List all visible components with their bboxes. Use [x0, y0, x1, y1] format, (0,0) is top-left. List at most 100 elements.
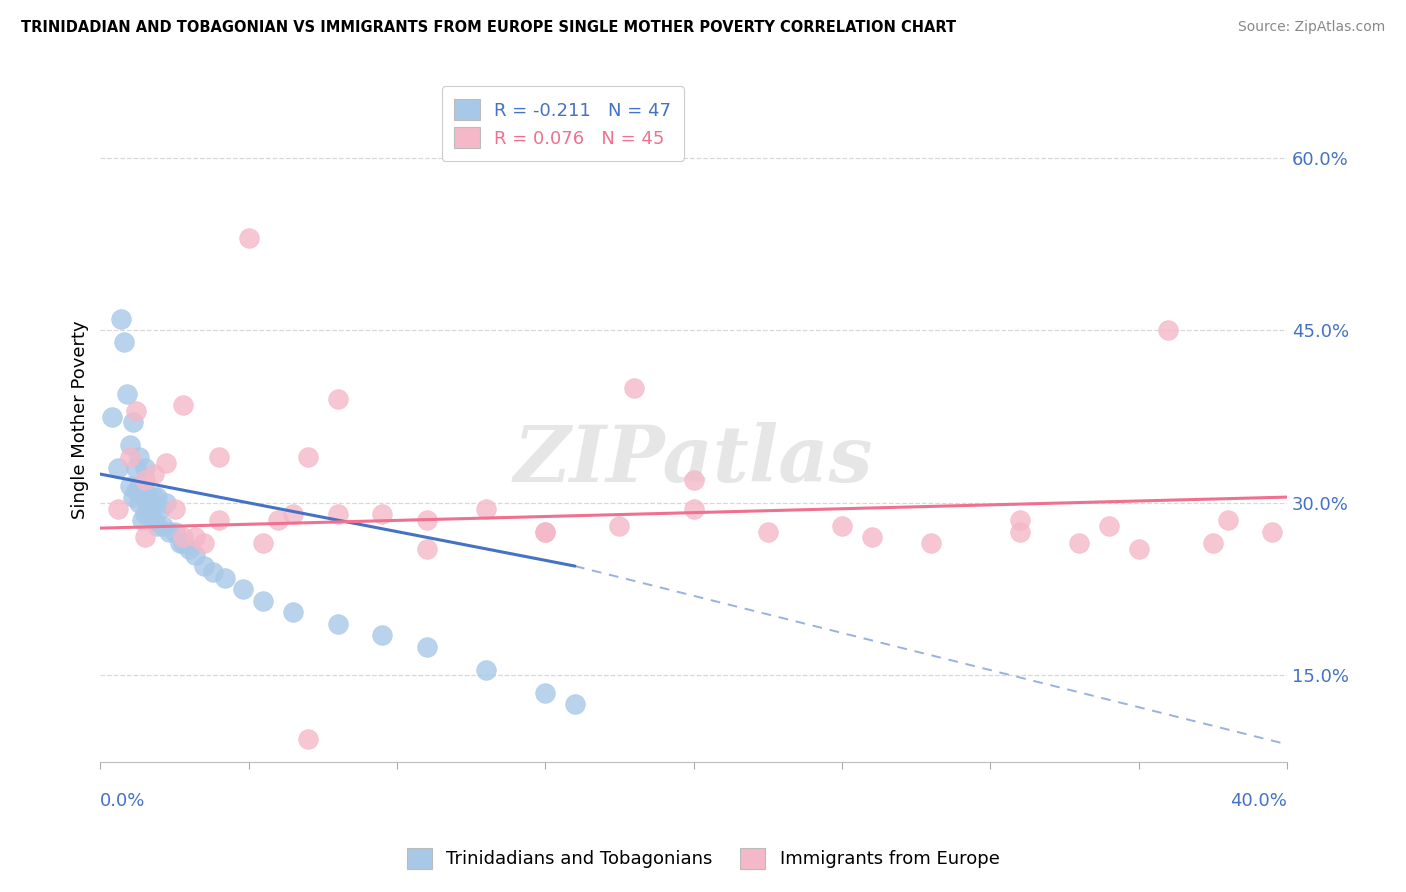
Point: [232, 582, 254, 596]
Point: [172, 536, 194, 550]
Point: [145, 490, 167, 504]
Point: [118, 438, 141, 452]
Point: [1157, 323, 1180, 337]
Point: [371, 508, 394, 522]
Point: [415, 513, 437, 527]
Point: [371, 628, 394, 642]
Text: Source: ZipAtlas.com: Source: ZipAtlas.com: [1237, 20, 1385, 34]
Point: [134, 530, 156, 544]
Point: [193, 559, 215, 574]
Point: [125, 461, 148, 475]
Point: [163, 501, 186, 516]
Point: [179, 541, 201, 556]
Point: [172, 530, 194, 544]
Point: [136, 501, 159, 516]
Point: [125, 484, 148, 499]
Point: [283, 605, 305, 619]
Point: [609, 519, 631, 533]
Point: [682, 501, 704, 516]
Point: [169, 536, 191, 550]
Point: [157, 524, 180, 539]
Point: [155, 496, 177, 510]
Point: [208, 513, 231, 527]
Point: [682, 473, 704, 487]
Point: [202, 565, 225, 579]
Point: [107, 501, 129, 516]
Point: [118, 478, 141, 492]
Point: [118, 450, 141, 464]
Point: [101, 409, 124, 424]
Point: [134, 484, 156, 499]
Y-axis label: Single Mother Poverty: Single Mother Poverty: [72, 320, 89, 519]
Point: [128, 450, 150, 464]
Text: TRINIDADIAN AND TOBAGONIAN VS IMMIGRANTS FROM EUROPE SINGLE MOTHER POVERTY CORRE: TRINIDADIAN AND TOBAGONIAN VS IMMIGRANTS…: [21, 20, 956, 35]
Point: [184, 530, 207, 544]
Legend: Trinidadians and Tobagonians, Immigrants from Europe: Trinidadians and Tobagonians, Immigrants…: [399, 840, 1007, 876]
Point: [1216, 513, 1239, 527]
Point: [134, 473, 156, 487]
Point: [920, 536, 942, 550]
Point: [860, 530, 883, 544]
Point: [122, 490, 145, 504]
Text: ZIPatlas: ZIPatlas: [515, 422, 873, 499]
Point: [831, 519, 853, 533]
Point: [134, 508, 156, 522]
Point: [155, 456, 177, 470]
Point: [1261, 524, 1284, 539]
Point: [115, 386, 138, 401]
Point: [564, 697, 586, 711]
Point: [252, 593, 274, 607]
Point: [193, 536, 215, 550]
Text: 0.0%: 0.0%: [100, 792, 146, 810]
Point: [142, 490, 165, 504]
Point: [208, 450, 231, 464]
Point: [134, 461, 156, 475]
Point: [184, 548, 207, 562]
Point: [475, 663, 498, 677]
Point: [415, 640, 437, 654]
Point: [107, 461, 129, 475]
Point: [136, 490, 159, 504]
Point: [142, 513, 165, 527]
Point: [149, 501, 172, 516]
Point: [1069, 536, 1091, 550]
Point: [122, 416, 145, 430]
Point: [139, 501, 162, 516]
Point: [112, 334, 135, 349]
Point: [152, 519, 174, 533]
Point: [110, 311, 132, 326]
Point: [1098, 519, 1121, 533]
Point: [1202, 536, 1225, 550]
Point: [283, 508, 305, 522]
Point: [756, 524, 779, 539]
Point: [267, 513, 290, 527]
Point: [623, 381, 645, 395]
Point: [326, 392, 349, 407]
Point: [238, 231, 260, 245]
Point: [534, 685, 557, 699]
Point: [534, 524, 557, 539]
Point: [415, 541, 437, 556]
Text: 40.0%: 40.0%: [1230, 792, 1286, 810]
Point: [252, 536, 274, 550]
Point: [172, 398, 194, 412]
Point: [1008, 513, 1031, 527]
Point: [214, 571, 236, 585]
Point: [128, 496, 150, 510]
Point: [131, 484, 153, 499]
Point: [297, 450, 319, 464]
Point: [128, 478, 150, 492]
Point: [326, 616, 349, 631]
Point: [145, 519, 167, 533]
Point: [1008, 524, 1031, 539]
Point: [297, 731, 319, 746]
Legend: R = -0.211   N = 47, R = 0.076   N = 45: R = -0.211 N = 47, R = 0.076 N = 45: [441, 87, 683, 161]
Point: [534, 524, 557, 539]
Point: [475, 501, 498, 516]
Point: [142, 467, 165, 482]
Point: [1128, 541, 1150, 556]
Point: [326, 508, 349, 522]
Point: [125, 404, 148, 418]
Point: [131, 513, 153, 527]
Point: [163, 524, 186, 539]
